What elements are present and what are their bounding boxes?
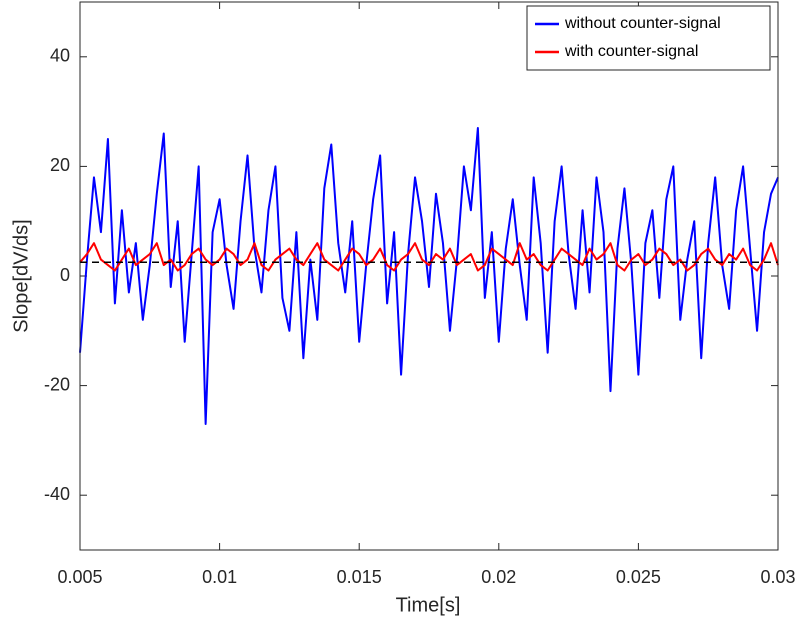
y-tick-label: -20 <box>44 374 70 394</box>
legend-label: without counter-signal <box>564 15 721 32</box>
legend-box <box>526 5 771 71</box>
y-tick-label: 40 <box>50 46 70 66</box>
x-tick-label: 0.025 <box>616 567 661 587</box>
data-line <box>79 242 779 272</box>
data-line <box>79 127 779 425</box>
y-tick-label: 0 <box>60 265 70 285</box>
legend-label: with counter-signal <box>564 43 698 60</box>
x-tick-label: 0.02 <box>481 567 516 587</box>
x-tick-label: 0.03 <box>760 567 795 587</box>
y-tick-label: 20 <box>50 155 70 175</box>
y-axis-label: Slope[dV/ds] <box>10 219 32 332</box>
y-tick-label: -40 <box>44 484 70 504</box>
x-tick-label: 0.005 <box>57 567 102 587</box>
x-axis-label: Time[s] <box>396 594 461 616</box>
axes-box <box>79 1 779 551</box>
x-tick-label: 0.015 <box>337 567 382 587</box>
x-tick-label: 0.01 <box>202 567 237 587</box>
